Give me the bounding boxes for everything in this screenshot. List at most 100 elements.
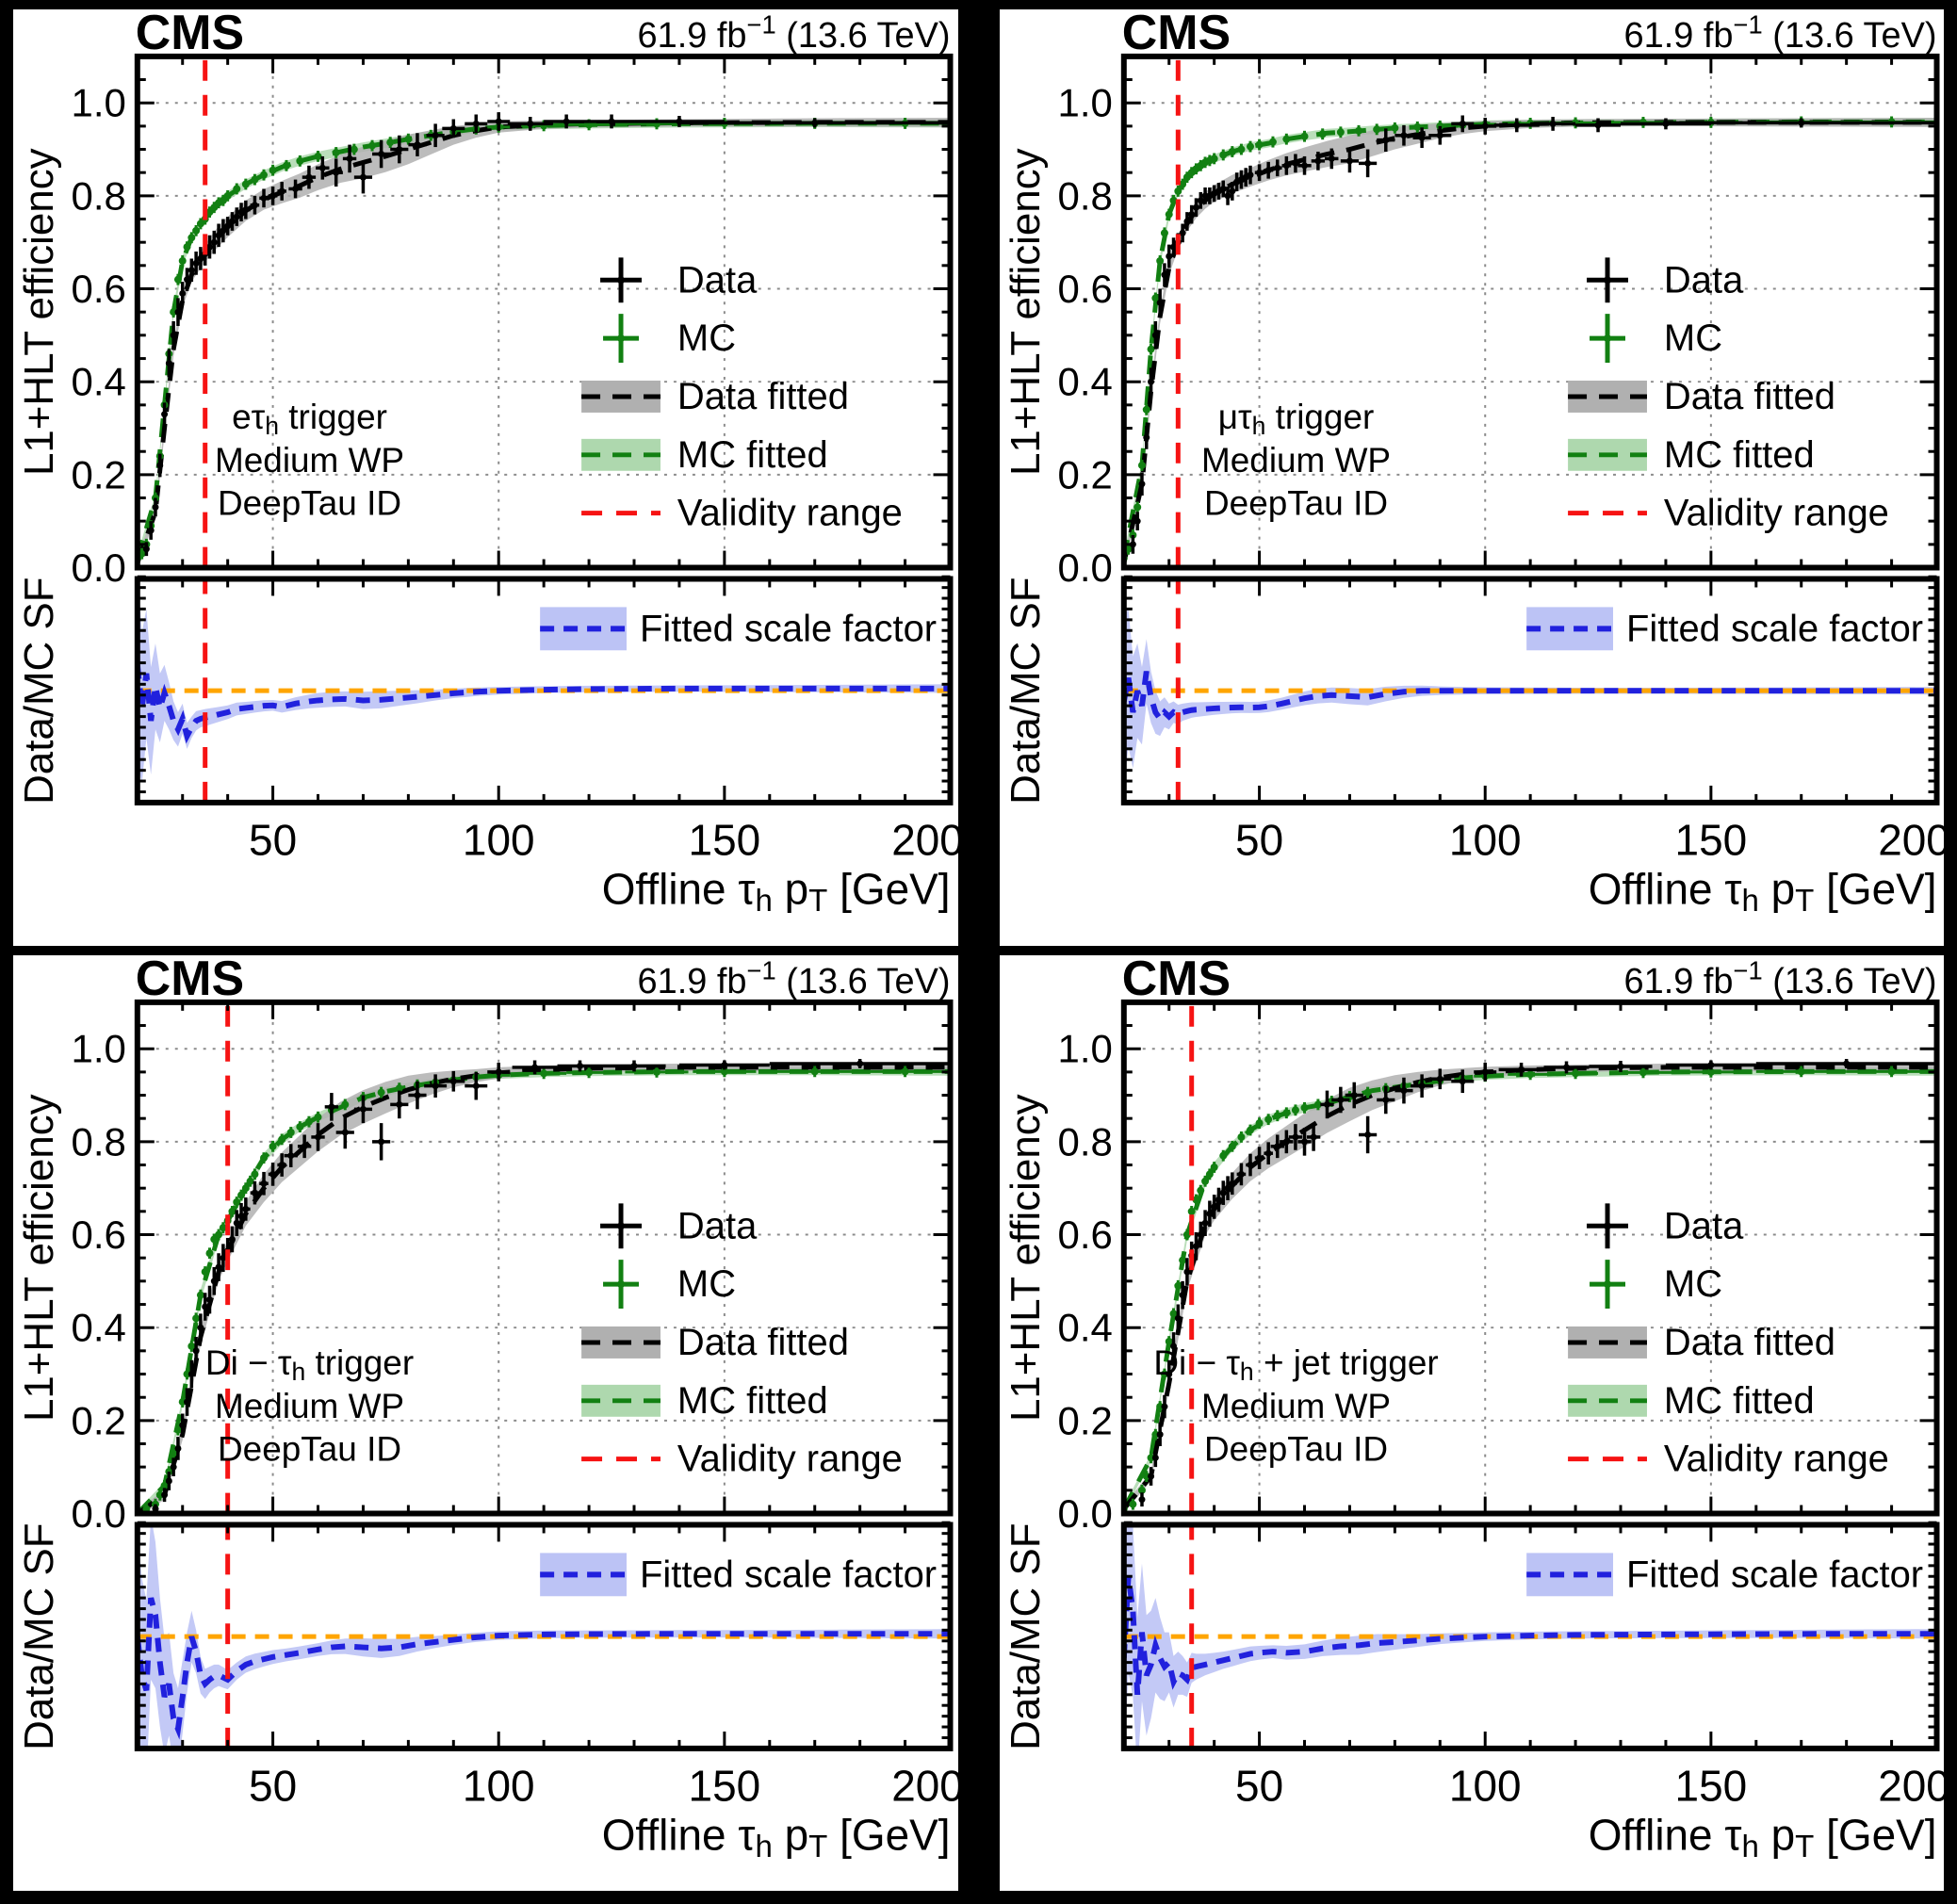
x-axis-tick-labels: 50 100 150 200 [1235, 816, 1944, 865]
eff-grid [137, 56, 951, 568]
svg-text:50: 50 [249, 816, 297, 865]
sf-plot-content [1123, 609, 1937, 788]
sf-legend: Fitted scale factor [540, 607, 937, 651]
trigger-efficiency-panel: CMS 61.9 fb−1 (13.6 TeV) 0.0 0.2 0.4 0.6 0.8… [16, 955, 958, 1863]
eff-grid [137, 1001, 951, 1514]
svg-text:100: 100 [463, 1761, 535, 1810]
legend-label-data-fitted: Data fitted [677, 376, 849, 417]
working-point-label: Medium WP [1200, 1386, 1390, 1424]
mc-legend-marker [603, 314, 640, 364]
eff-plot-content [1123, 115, 1937, 568]
data-fitted-legend-marker [1567, 381, 1647, 413]
mc-legend-marker [1589, 1259, 1625, 1309]
eff-plot-content [137, 1058, 951, 1514]
sf-plot-content [1123, 1523, 1937, 1749]
eff-legend: Data MC Data fitted MC fitted Validity r… [581, 257, 903, 534]
mc-legend-marker [1589, 314, 1625, 364]
legend-label-data: Data [677, 259, 758, 301]
svg-text:1.0: 1.0 [72, 1026, 126, 1070]
svg-text:0.6: 0.6 [1057, 267, 1112, 311]
data-legend-marker [1586, 1202, 1628, 1248]
legend-label-data-fitted: Data fitted [677, 1321, 849, 1362]
data-fitted-legend-marker [581, 381, 660, 413]
cms-label: CMS [136, 955, 244, 1005]
trigger-label-block: Di − τh + jet trigger Medium WP DeepTau … [1153, 1343, 1438, 1468]
eff-plot-content [137, 112, 951, 568]
svg-text:0.2: 0.2 [72, 452, 126, 496]
legend-label-mc: MC [1663, 1263, 1721, 1305]
fitted-sf-legend-marker [1525, 607, 1613, 651]
data-fitted-legend-marker [581, 1326, 660, 1359]
svg-text:0.0: 0.0 [72, 1491, 126, 1536]
panel-cell-mutau-trigger: CMS 61.9 fb−1 (13.6 TeV) 0.0 0.2 0.4 0.6 0.8… [999, 9, 1944, 946]
svg-text:0.6: 0.6 [72, 267, 126, 311]
efficiency-plot-frame [1120, 999, 1940, 1517]
cms-label: CMS [1121, 955, 1230, 1005]
legend-label-mc-fitted: MC fitted [677, 1379, 828, 1421]
trigger-label-block: eτh trigger Medium WP DeepTau ID [215, 398, 404, 523]
data-legend-marker [600, 257, 643, 303]
svg-text:150: 150 [689, 816, 761, 865]
svg-text:0.2: 0.2 [72, 1398, 126, 1442]
working-point-label: Medium WP [1200, 441, 1390, 480]
x-axis-title: Offline τh pT [GeV] [602, 865, 951, 918]
mc-fitted-legend-marker [581, 1384, 660, 1417]
svg-text:50: 50 [1235, 816, 1283, 865]
mc-fitted-legend-marker [1567, 1384, 1647, 1417]
sf-plot-content [137, 578, 951, 784]
svg-text:0.8: 0.8 [1057, 1119, 1112, 1164]
trigger-label-block: Di − τh trigger Medium WP DeepTau ID [205, 1343, 414, 1468]
trigger-efficiency-panel: CMS 61.9 fb−1 (13.6 TeV) 0.0 0.2 0.4 0.6 0.8… [1002, 9, 1944, 918]
sf-plot-frame [134, 1521, 954, 1751]
svg-text:0.0: 0.0 [1057, 545, 1112, 590]
svg-text:0.6: 0.6 [72, 1212, 126, 1257]
data-legend-marker [1586, 257, 1628, 303]
sf-legend: Fitted scale factor [540, 1552, 937, 1596]
eff-legend: Data MC Data fitted MC fitted Validity r… [1567, 257, 1888, 534]
svg-text:0.4: 0.4 [72, 360, 126, 404]
svg-text:50: 50 [1235, 1761, 1283, 1810]
sf-plot-frame [1120, 1521, 1940, 1751]
svg-text:0.8: 0.8 [1057, 173, 1112, 218]
svg-text:0.2: 0.2 [1057, 1398, 1112, 1442]
legend-label-fitted-sf: Fitted scale factor [640, 1554, 937, 1595]
trigger-name-label: eτh trigger [232, 398, 387, 440]
svg-text:0.8: 0.8 [72, 173, 126, 218]
eff-axes: 0.0 0.2 0.4 0.6 0.8 1.0 [1057, 55, 1937, 590]
eff-y-axis-title: L1+HLT efficiency [1002, 1094, 1048, 1422]
tau-id-label: DeepTau ID [218, 484, 401, 523]
trigger-label-block: μτh trigger Medium WP DeepTau ID [1200, 398, 1390, 523]
svg-text:1.0: 1.0 [1057, 1026, 1112, 1070]
panel-cell-ditau-jet-trigger: CMS 61.9 fb−1 (13.6 TeV) 0.0 0.2 0.4 0.6 0.8… [999, 954, 1944, 1891]
working-point-label: Medium WP [215, 441, 404, 480]
x-axis-tick-labels: 50 100 150 200 [249, 816, 957, 865]
mc-fitted-legend-marker [1567, 438, 1647, 471]
fitted-sf-legend-marker [540, 1552, 628, 1596]
fitted-sf-legend-marker [1525, 1552, 1613, 1596]
lumi-label: 61.9 fb−1 (13.6 TeV) [1623, 10, 1936, 56]
eff-axes: 0.0 0.2 0.4 0.6 0.8 1.0 [1057, 1000, 1937, 1535]
svg-text:0.4: 0.4 [72, 1305, 126, 1349]
x-axis-tick-labels: 50 100 150 200 [1235, 1761, 1944, 1810]
legend-label-data-fitted: Data fitted [1663, 376, 1835, 417]
eff-y-axis-title: L1+HLT efficiency [16, 1094, 62, 1422]
efficiency-plot-frame [134, 53, 954, 571]
legend-label-data: Data [1663, 259, 1743, 301]
lumi-label: 61.9 fb−1 (13.6 TeV) [638, 955, 951, 1001]
tau-id-label: DeepTau ID [1204, 1429, 1388, 1468]
legend-label-mc-fitted: MC fitted [1663, 1379, 1814, 1421]
legend-label-mc-fitted: MC fitted [1663, 434, 1814, 476]
trigger-efficiency-panel: CMS 61.9 fb−1 (13.6 TeV) 0.0 0.2 0.4 0.6 0.8… [1002, 955, 1944, 1863]
svg-text:50: 50 [249, 1761, 297, 1810]
trigger-efficiency-panel: CMS 61.9 fb−1 (13.6 TeV) 0.0 0.2 0.4 0.6 0.8… [16, 9, 958, 918]
svg-text:150: 150 [1674, 1761, 1747, 1810]
sf-y-axis-title: Data/MC SF [16, 577, 62, 804]
sf-plot-content [137, 1523, 951, 1749]
mc-fitted-legend-marker [581, 438, 660, 471]
working-point-label: Medium WP [215, 1386, 404, 1424]
legend-label-validity: Validity range [1663, 1438, 1888, 1479]
svg-text:0.2: 0.2 [1057, 452, 1112, 496]
eff-y-axis-title: L1+HLT efficiency [1002, 148, 1048, 476]
svg-text:200: 200 [891, 816, 957, 865]
